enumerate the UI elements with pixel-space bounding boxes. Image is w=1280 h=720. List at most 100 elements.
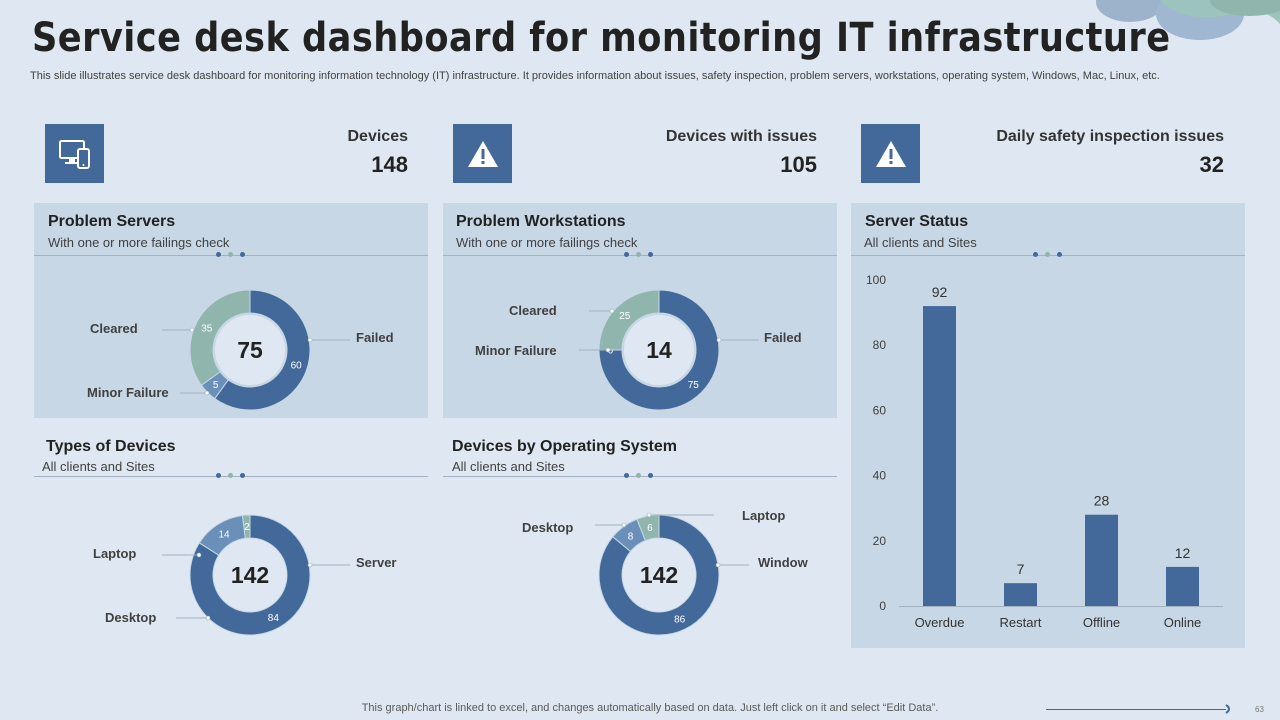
page-title: Service desk dashboard for monitoring IT… bbox=[32, 15, 1171, 61]
donut-value-label: 8 bbox=[628, 531, 634, 542]
decorative-shapes bbox=[1096, 0, 1280, 40]
problem-workstations-title: Problem Workstations bbox=[456, 213, 626, 230]
leader-dot bbox=[646, 512, 652, 518]
donut-value-label: 5 bbox=[213, 380, 219, 391]
donut-value-label: 6 bbox=[647, 523, 653, 534]
footer-line bbox=[1046, 709, 1226, 710]
donut-slice-server bbox=[189, 514, 311, 636]
server-status-title: Server Status bbox=[865, 213, 969, 230]
leader-dot bbox=[307, 337, 313, 343]
leader-dot bbox=[609, 308, 615, 314]
bar-value-label: 28 bbox=[1094, 493, 1110, 509]
label-failed: Failed bbox=[764, 330, 802, 345]
kpi-devices-value: 148 bbox=[371, 152, 408, 177]
bar-offline bbox=[1085, 514, 1118, 606]
donut-hole bbox=[215, 315, 285, 385]
types-of-devices-title: Types of Devices bbox=[46, 438, 176, 455]
label-desktop: Desktop bbox=[105, 610, 157, 625]
warning-icon bbox=[861, 124, 920, 183]
leader-dot bbox=[716, 337, 722, 343]
donut-center-value: 14 bbox=[646, 337, 672, 363]
bar-restart bbox=[1004, 583, 1037, 606]
donut-hole bbox=[215, 540, 285, 610]
donut-hole bbox=[624, 315, 694, 385]
leader-dot bbox=[204, 390, 210, 396]
label-server: Server bbox=[356, 555, 397, 570]
problem-servers-subtitle: With one or more failings check bbox=[48, 235, 230, 250]
label-cleared: Cleared bbox=[90, 321, 138, 336]
x-category-label: Online bbox=[1164, 615, 1202, 630]
donut-slice-laptop bbox=[636, 514, 660, 542]
donut-slice-cleared bbox=[598, 289, 660, 351]
label-cleared: Cleared bbox=[509, 303, 557, 318]
kpi-issues-value: 105 bbox=[780, 152, 817, 177]
donut-center-value: 142 bbox=[231, 562, 269, 588]
donut-value-label: 35 bbox=[201, 323, 213, 334]
warning-icon bbox=[453, 124, 512, 183]
server-status-bar-chart: 0 20 40 60 80 100 92 Overdue 7 Restart 28 Offline 12… bbox=[866, 273, 1223, 630]
devices-by-os-title: Devices by Operating System bbox=[452, 438, 677, 455]
donut-value-label: 25 bbox=[619, 311, 631, 322]
y-tick-label: 0 bbox=[879, 599, 886, 613]
y-tick-label: 60 bbox=[873, 403, 887, 417]
label-laptop: Laptop bbox=[93, 546, 137, 561]
label-window: Window bbox=[758, 555, 808, 570]
bar-overdue bbox=[923, 306, 956, 606]
server-status-subtitle: All clients and Sites bbox=[864, 235, 977, 250]
donut-slice-cleared bbox=[189, 289, 251, 386]
x-category-label: Restart bbox=[1000, 615, 1042, 630]
label-laptop: Laptop bbox=[742, 508, 786, 523]
donut-center-value: 75 bbox=[237, 337, 263, 363]
donut-hole bbox=[624, 540, 694, 610]
problem-workstations-subtitle: With one or more failings check bbox=[456, 235, 638, 250]
y-tick-label: 80 bbox=[873, 338, 887, 352]
kpi-issues-label: Devices with issues bbox=[665, 128, 817, 145]
y-tick-label: 40 bbox=[873, 469, 887, 483]
bar-value-label: 92 bbox=[932, 284, 948, 300]
pagination-dots bbox=[216, 252, 246, 258]
bar-value-label: 12 bbox=[1175, 545, 1191, 561]
leader-dot bbox=[605, 347, 611, 353]
arrow-icon bbox=[1225, 704, 1230, 714]
pagination-dots bbox=[216, 473, 246, 479]
donut-value-label: 75 bbox=[688, 380, 700, 391]
leader-dot bbox=[196, 552, 202, 558]
page-number: 63 bbox=[1255, 705, 1264, 714]
kpi-safety-label: Daily safety inspection issues bbox=[996, 128, 1224, 145]
donut-center-value: 142 bbox=[640, 562, 678, 588]
problem-servers-title: Problem Servers bbox=[48, 213, 176, 230]
label-failed: Failed bbox=[356, 330, 394, 345]
page-subtitle: This slide illustrates service desk dash… bbox=[30, 70, 1160, 82]
x-category-label: Overdue bbox=[915, 615, 965, 630]
leader-dot bbox=[621, 522, 627, 528]
donut-slice-laptop bbox=[241, 514, 251, 539]
y-tick-label: 100 bbox=[866, 273, 886, 287]
footer-note: This graph/chart is linked to excel, and… bbox=[361, 702, 939, 714]
donut-value-label: 0 bbox=[608, 346, 614, 357]
bar-value-label: 7 bbox=[1017, 561, 1025, 577]
leader-dot bbox=[307, 562, 313, 568]
donut-value-label: 14 bbox=[218, 530, 230, 541]
x-category-label: Offline bbox=[1083, 615, 1120, 630]
label-desktop: Desktop bbox=[522, 520, 574, 535]
pagination-dots bbox=[624, 473, 654, 479]
label-minor-failure: Minor Failure bbox=[475, 343, 557, 358]
leader-dot bbox=[189, 327, 195, 333]
problem-workstations-donut: 75 0 25 14 bbox=[579, 289, 759, 411]
pagination-dots bbox=[1033, 252, 1063, 258]
devices-icon bbox=[45, 124, 104, 183]
leader-dot bbox=[715, 562, 721, 568]
donut-value-label: 60 bbox=[291, 360, 303, 371]
bar-online bbox=[1166, 566, 1199, 606]
types-of-devices-subtitle: All clients and Sites bbox=[42, 459, 155, 474]
kpi-safety-value: 32 bbox=[1199, 152, 1224, 177]
donut-value-label: 84 bbox=[268, 613, 280, 624]
problem-servers-donut: 60 5 35 75 bbox=[162, 289, 350, 411]
label-minor-failure: Minor Failure bbox=[87, 385, 169, 400]
y-tick-label: 20 bbox=[873, 534, 887, 548]
pagination-dots bbox=[624, 252, 654, 258]
kpi-devices-label: Devices bbox=[347, 128, 409, 145]
donut-value-label: 2 bbox=[244, 522, 250, 533]
